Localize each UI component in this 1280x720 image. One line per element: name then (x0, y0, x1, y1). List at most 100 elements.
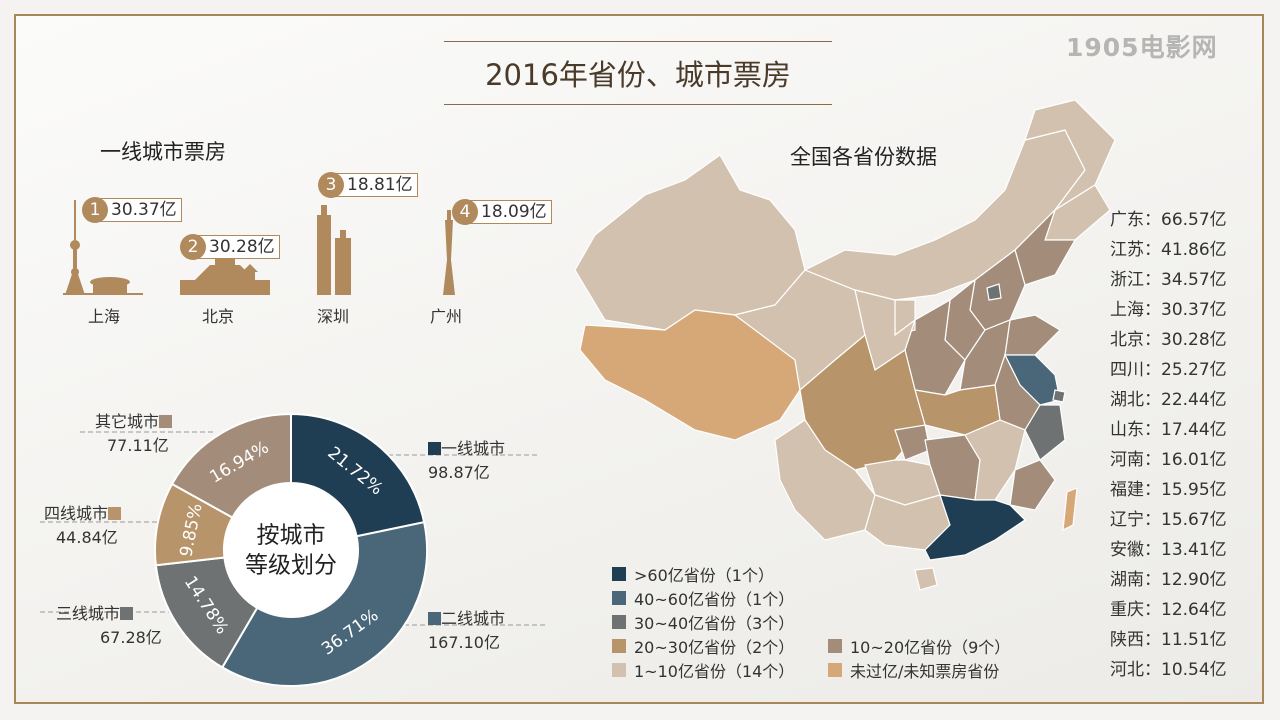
tier4-swatch (108, 507, 122, 520)
map-legend-col2: 10~20亿省份（9个） 未过亿/未知票房省份 (828, 634, 1010, 682)
tier3-value: 67.28亿 (100, 628, 162, 647)
label-tier3: 三线城市 67.28亿 (56, 600, 162, 648)
legend-item-unknown: 未过亿/未知票房省份 (828, 658, 1010, 682)
map-legend: >60亿省份（1个） 40~60亿省份（1个） 30~40亿省份（3个） 20~… (612, 562, 794, 682)
city-rank-1: 1 30.37亿 (82, 197, 182, 223)
legend-label: 20~30亿省份（2个） (634, 638, 795, 657)
rank-badge: 2 (180, 234, 206, 260)
legend-label: 1~10亿省份（14个） (634, 662, 795, 681)
map-region-tibet (579, 304, 801, 441)
province-item: 北京：30.28亿 (1110, 330, 1227, 350)
shanghai-skyline-icon (63, 200, 143, 295)
legend-item-10-20: 10~20亿省份（9个） (828, 634, 1010, 658)
legend-swatch (828, 663, 842, 677)
map-region-jiangxi (964, 419, 1026, 501)
legend-item-over60: >60亿省份（1个） (612, 562, 794, 586)
label-tier1: 一线城市 98.87亿 (428, 435, 505, 483)
tier1-value: 98.87亿 (428, 463, 490, 482)
legend-label: 10~20亿省份（9个） (850, 638, 1011, 657)
legend-label: 未过亿/未知票房省份 (850, 662, 1000, 681)
legend-swatch (612, 615, 626, 629)
rank-value: 18.09亿 (470, 200, 552, 224)
province-item: 江苏：41.86亿 (1110, 240, 1227, 260)
donut-slice-0 (290, 412, 426, 538)
legend-label: >60亿省份（1个） (634, 566, 774, 585)
legend-item-30-40: 30~40亿省份（3个） (612, 610, 794, 634)
map-region-hainan (914, 567, 938, 591)
city-rank-3: 3 18.81亿 (318, 172, 418, 198)
map-region-taiwan (1062, 487, 1078, 532)
rank-badge: 1 (82, 197, 108, 223)
tier3-swatch (120, 607, 134, 620)
city-rank-2: 2 30.28亿 (180, 234, 280, 260)
province-item: 重庆：12.64亿 (1110, 600, 1227, 620)
province-item: 浙江：34.57亿 (1110, 270, 1227, 290)
legend-label: 30~40亿省份（3个） (634, 614, 795, 633)
province-item: 广东：66.57亿 (1110, 210, 1227, 230)
tier3-name: 三线城市 (56, 604, 121, 623)
donut-slice-1 (220, 520, 428, 687)
tier1-swatch (428, 442, 441, 455)
province-item: 四川：25.27亿 (1110, 360, 1227, 380)
map-region-hubei (914, 384, 1001, 436)
province-item: 湖北：22.44亿 (1110, 390, 1227, 410)
tier1-name: 一线城市 (441, 439, 506, 458)
legend-swatch (612, 567, 626, 581)
rank-value: 30.37亿 (100, 198, 182, 222)
province-heading: 全国各省份数据 (790, 145, 937, 169)
page-title: 2016年省份、城市票房 (444, 41, 832, 105)
legend-swatch (612, 639, 626, 653)
city-skylines (63, 200, 455, 295)
donut-hole (225, 484, 357, 616)
first-tier-heading: 一线城市票房 (100, 140, 226, 164)
label-other: 其它城市 77.11亿 (95, 408, 173, 456)
donut-center-label: 等级划分 (245, 553, 337, 579)
rank-badge: 4 (452, 199, 478, 225)
city-name-shanghai: 上海 (87, 307, 120, 326)
tier4-name: 四线城市 (44, 504, 109, 523)
shenzhen-skyline-icon (317, 205, 351, 295)
legend-swatch (612, 663, 626, 677)
rank-value: 18.81亿 (336, 173, 418, 197)
province-item: 安徽：13.41亿 (1110, 540, 1227, 560)
map-region-zhejiang (1024, 404, 1066, 461)
legend-swatch (828, 639, 842, 653)
legend-swatch (612, 591, 626, 605)
other-value: 77.11亿 (107, 436, 169, 455)
legend-item-1-10: 1~10亿省份（14个） (612, 658, 794, 682)
label-tier2: 二线城市 167.10亿 (428, 605, 505, 653)
donut-slice-4 (170, 412, 292, 519)
map-region-beijing (986, 283, 1002, 301)
other-name: 其它城市 (95, 412, 160, 431)
map-region-xinjiang (574, 154, 806, 331)
map-region-fujian (1009, 459, 1056, 511)
rank-badge: 3 (318, 172, 344, 198)
map-region-shandong (1004, 314, 1061, 356)
city-name-beijing: 北京 (201, 307, 234, 326)
tier2-value: 167.10亿 (428, 633, 500, 652)
city-rank-4: 4 18.09亿 (452, 199, 552, 225)
logo: 1905电影网 (1066, 33, 1218, 62)
donut-center-label: 按城市 (257, 523, 326, 549)
rank-value: 30.28亿 (198, 235, 280, 259)
province-item: 山东：17.44亿 (1110, 420, 1227, 440)
city-name-guangzhou: 广州 (429, 307, 462, 326)
province-item: 河南：16.01亿 (1110, 450, 1227, 470)
province-item: 河北：10.54亿 (1110, 660, 1227, 680)
province-item: 福建：15.95亿 (1110, 480, 1227, 500)
map-region-shanghai (1052, 389, 1066, 403)
city-name-shenzhen: 深圳 (316, 307, 349, 326)
province-item: 辽宁：15.67亿 (1110, 510, 1227, 530)
label-tier4: 四线城市 44.84亿 (44, 500, 122, 548)
legend-item-20-30: 20~30亿省份（2个） (612, 634, 794, 658)
other-swatch (159, 415, 173, 428)
legend-item-40-60: 40~60亿省份（1个） (612, 586, 794, 610)
china-map (574, 100, 1115, 591)
province-item: 陕西：11.51亿 (1110, 630, 1227, 650)
province-item: 上海：30.37亿 (1110, 300, 1227, 320)
map-region-guangdong (924, 494, 1026, 561)
province-item: 湖南：12.90亿 (1110, 570, 1227, 590)
tier2-swatch (428, 612, 441, 625)
tier4-value: 44.84亿 (56, 528, 118, 547)
